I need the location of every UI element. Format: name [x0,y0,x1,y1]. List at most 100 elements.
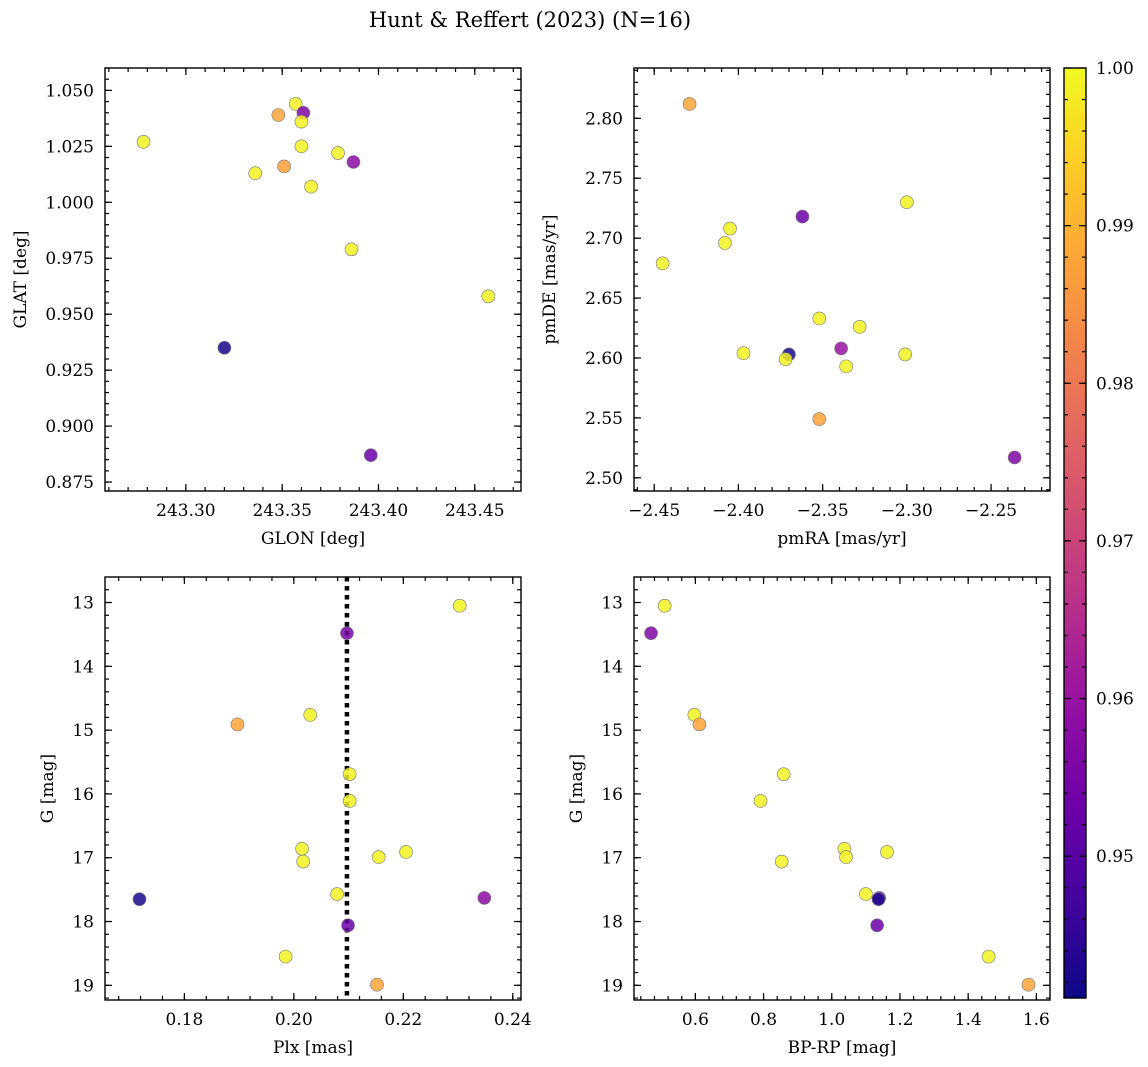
scatter-point [852,320,867,334]
y-axis-label: G [mag] [38,754,58,823]
figure-title: Hunt & Reffert (2023) (N=16) [369,8,691,32]
colorbar-tick-label: 0.99 [1096,217,1134,237]
scatter-point [296,854,310,869]
colorbar-tick-label: 0.96 [1096,690,1134,710]
colorbar-gradient [1064,68,1086,998]
x-axis-label: pmRA [mas/yr] [777,529,906,549]
y-tick-label: 0.875 [45,473,94,493]
scatter-point [340,626,354,640]
scatter-point [1021,977,1036,992]
scatter-point [136,135,151,149]
colorbar-tick-label: 0.98 [1096,374,1134,394]
y-tick-label: 0.925 [45,361,94,381]
scatter-point [371,850,386,864]
x-tick-label: −2.40 [712,501,764,521]
y-tick-label: 18 [601,913,623,933]
scatter-point [795,209,810,224]
scatter-point [271,108,286,122]
x-tick-label: −2.30 [881,501,933,521]
panels: 243.30 243.35 243.40 243.45 0.875 0.900 0.925 0… [11,67,1051,1058]
y-tick-label: 17 [601,849,623,869]
scatter-point [1007,450,1022,465]
scatter-point [288,97,303,111]
x-axis-label: BP-RP [mag] [788,1038,897,1058]
axes-frame [633,576,1051,1001]
scatter-point [277,159,291,174]
scatter-point [692,717,707,732]
scatter-point [778,352,793,366]
scatter-point [981,949,996,964]
x-tick-label: 243.30 [156,501,215,521]
axes-frame [104,67,522,492]
scatter-point [481,289,496,304]
y-tick-label: 18 [72,913,94,933]
panel-glon-glat: 243.30 243.35 243.40 243.45 0.875 0.900 0.925 0… [11,67,522,549]
scatter-point [898,347,912,362]
scatter-point [859,887,873,901]
scatter-point [753,794,768,808]
panel-pmra-pmde: −2.45 −2.40 −2.35 −2.30 −2.25 2.50 2.55 2.60 2.6… [540,67,1051,549]
y-tick-label: 1.050 [45,81,94,101]
scatter-point [723,221,737,236]
scatter-point [871,892,886,906]
scatter-point [477,891,492,905]
y-axis-label: GLAT [deg] [11,230,31,328]
colorbar-tick-label: 0.95 [1096,847,1134,867]
scatter-point [230,717,245,732]
scatter-point [304,179,318,194]
scatter-point [900,195,914,210]
y-tick-label: 1.025 [45,137,94,157]
y-tick-label: 16 [72,785,94,805]
scatter-point [132,892,147,906]
scatter-point [217,340,232,355]
scatter-point [342,794,357,808]
colorbar-frame [1063,67,1087,999]
scatter-point [330,887,344,901]
scatter-point [344,242,359,257]
scatter-point [331,146,345,160]
x-tick-label: 0.22 [384,1010,422,1030]
scatter-point [370,977,384,992]
y-tick-label: 13 [601,594,623,614]
y-tick-label: 2.55 [585,409,623,429]
y-tick-label: 14 [601,657,623,677]
y-tick-label: 15 [72,721,94,741]
scatter-point [776,767,791,781]
y-tick-label: 19 [601,976,623,996]
scatter-point [303,708,318,722]
x-tick-label: −2.35 [797,501,849,521]
scatter-point [278,949,293,964]
scatter-point [657,598,672,613]
scatter-point [736,346,751,360]
y-tick-label: 0.950 [45,305,94,325]
scatter-point [839,359,854,374]
y-tick-label: 2.65 [585,289,623,309]
y-tick-label: 0.900 [45,417,94,437]
x-tick-label: 1.6 [1023,1010,1050,1030]
x-tick-label: −2.25 [965,501,1017,521]
scatter-point [834,341,848,356]
scatter-point [295,841,309,856]
scatter-point [839,850,853,864]
x-tick-label: −2.45 [628,501,680,521]
y-tick-label: 2.60 [585,349,623,369]
y-tick-label: 1.000 [45,193,94,213]
x-axis-label: GLON [deg] [261,529,365,549]
scatter-point [812,412,827,426]
x-axis-label: Plx [mas] [273,1038,353,1058]
x-tick-label: 243.35 [252,501,311,521]
y-tick-label: 15 [601,721,623,741]
x-tick-label: 0.18 [165,1010,203,1030]
scatter-point [682,97,697,111]
scatter-point [341,918,355,933]
panel-bprp-g: 0.6 0.8 1.0 1.2 1.4 1.6 13 14 15 16 17 18 19 BP-RP [m… [567,576,1051,1058]
scatter-point [644,626,658,640]
x-tick-label: 0.8 [750,1010,777,1030]
scatter-point [774,854,789,869]
y-tick-label: 2.50 [585,469,623,489]
scatter-point [248,166,263,180]
scatter-point [346,155,361,169]
y-tick-label: 2.80 [585,109,623,129]
scatter-point [452,598,467,613]
y-axis-label: G [mag] [567,754,587,823]
